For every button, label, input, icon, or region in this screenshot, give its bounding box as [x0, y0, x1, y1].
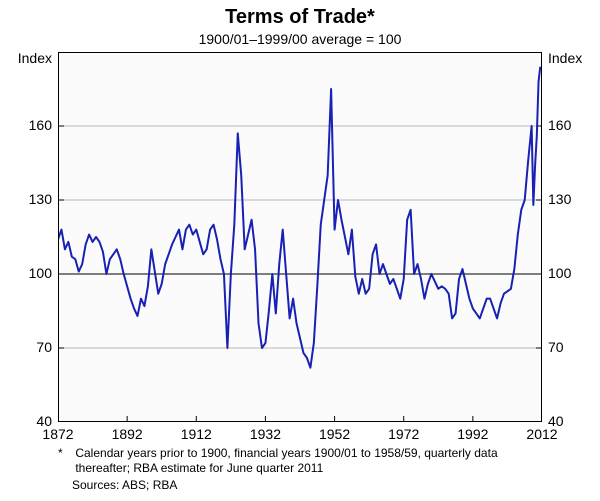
sources-text: ABS; RBA: [122, 478, 177, 492]
y-tick-label-right: 70: [542, 339, 564, 355]
y-tick-label-right: 130: [542, 191, 571, 207]
x-tick-label: 1932: [250, 422, 281, 442]
x-tick-label: 1952: [319, 422, 350, 442]
x-tick-label: 1972: [388, 422, 419, 442]
chart-svg: [58, 52, 542, 422]
y-tick-label-left: 100: [29, 265, 58, 281]
chart-subtitle: 1900/01–1999/00 average = 100: [0, 31, 600, 47]
x-tick-label: 1992: [457, 422, 488, 442]
sources-label: Sources:: [72, 478, 119, 492]
footnote-star: *: [58, 446, 72, 461]
footnote-text: Calendar years prior to 1900, financial …: [75, 446, 545, 476]
plot-area: Index Index 4040707010010013013016016018…: [58, 52, 542, 422]
y-tick-label-right: 160: [542, 117, 571, 133]
chart-container: Terms of Trade* 1900/01–1999/00 average …: [0, 0, 600, 501]
y-axis-title-left: Index: [18, 50, 58, 66]
x-tick-label: 2012: [526, 422, 557, 442]
y-tick-label-left: 70: [36, 339, 58, 355]
y-tick-label-left: 130: [29, 191, 58, 207]
x-tick-label: 1912: [181, 422, 212, 442]
y-tick-label-left: 160: [29, 117, 58, 133]
x-tick-label: 1872: [42, 422, 73, 442]
y-axis-title-right: Index: [542, 50, 582, 66]
y-tick-label-right: 100: [542, 265, 571, 281]
chart-title: Terms of Trade*: [0, 0, 600, 29]
x-tick-label: 1892: [112, 422, 143, 442]
footnote: * Calendar years prior to 1900, financia…: [58, 446, 558, 493]
